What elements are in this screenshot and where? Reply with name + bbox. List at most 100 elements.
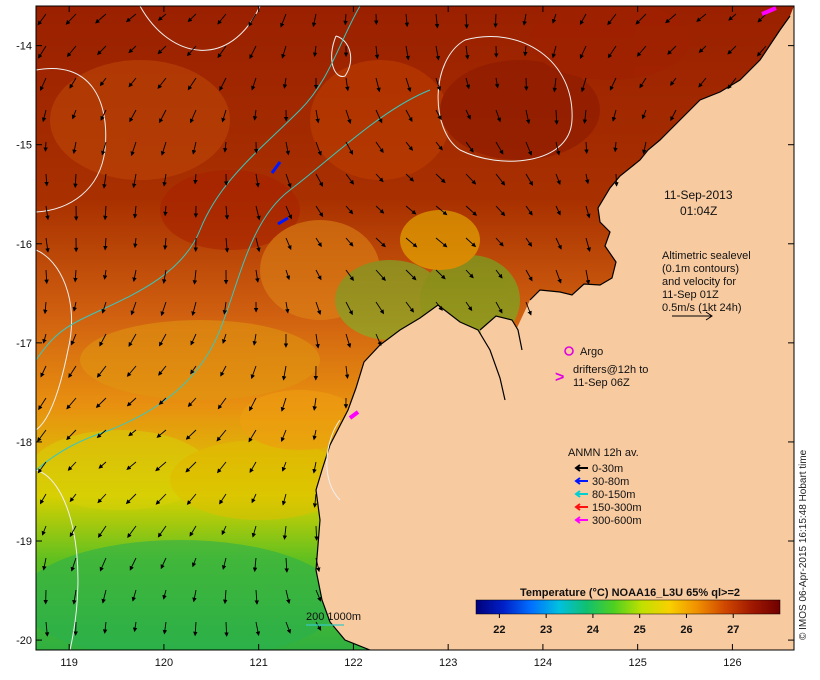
velocity-vector <box>579 45 587 60</box>
velocity-vector <box>345 269 354 282</box>
colorbar: Temperature (°C) NOAA16_L3U 65% ql>=2 22… <box>472 584 788 640</box>
velocity-vector <box>127 525 137 539</box>
velocity-vector <box>607 13 617 26</box>
lon-tick-label: 126 <box>723 657 741 669</box>
velocity-vector <box>159 333 167 347</box>
velocity-vector <box>38 397 47 411</box>
velocity-vector <box>525 269 533 282</box>
anmn-legend-item: 150-300m <box>574 502 642 514</box>
velocity-vector <box>162 269 167 284</box>
velocity-vector <box>405 141 414 151</box>
anmn-legend-item: 30-80m <box>574 476 629 488</box>
velocity-vector <box>375 333 382 347</box>
anmn-markers <box>270 6 777 420</box>
velocity-vector <box>158 397 167 405</box>
velocity-vector <box>223 141 228 153</box>
velocity-vector <box>312 461 317 474</box>
velocity-vector <box>312 45 318 58</box>
velocity-vector <box>191 141 197 155</box>
velocity-vector <box>70 333 77 346</box>
velocity-vector <box>642 141 647 155</box>
velocity-vector <box>405 109 413 122</box>
lon-tick-label: 123 <box>439 657 457 669</box>
velocity-vector <box>281 493 287 506</box>
velocity-vector <box>554 109 559 125</box>
velocity-vector <box>727 45 737 55</box>
lon-tick-label: 121 <box>249 657 267 669</box>
velocity-vector <box>162 621 168 635</box>
anmn-depth-label: 30-80m <box>592 476 629 488</box>
velocity-vector <box>375 77 381 93</box>
velocity-vector <box>69 493 77 503</box>
velocity-vector <box>186 45 197 57</box>
velocity-vector <box>555 173 561 186</box>
velocity-vector <box>69 525 77 538</box>
velocity-vector <box>584 141 589 154</box>
velocity-vector <box>585 237 591 252</box>
velocity-vector <box>315 589 322 602</box>
velocity-vector <box>555 237 562 250</box>
velocity-vector <box>555 205 561 216</box>
velocity-vector <box>190 333 197 346</box>
velocity-vector <box>189 109 197 124</box>
anmn-legend-item: 80-150m <box>574 489 635 501</box>
anmn-depth-label: 80-150m <box>592 489 635 501</box>
velocity-vector <box>525 205 533 216</box>
velocity-vector <box>315 237 322 248</box>
lon-tick-label: 124 <box>534 657 552 669</box>
velocity-vector <box>495 109 502 123</box>
lat-tick-label: -20 <box>16 635 32 647</box>
velocity-vector <box>192 589 197 603</box>
velocity-vector <box>160 557 167 570</box>
velocity-vector <box>251 493 257 504</box>
velocity-vector <box>495 237 504 247</box>
velocity-vector <box>131 589 137 602</box>
velocity-vector <box>255 173 260 188</box>
velocity-vector <box>69 77 77 89</box>
velocity-vector <box>133 237 138 249</box>
velocity-vector <box>221 525 227 536</box>
lat-tick-label: -19 <box>16 536 32 548</box>
velocity-vector <box>97 525 107 538</box>
lat-tick-label: -15 <box>16 140 32 152</box>
longitude-axis: 119 120 121 122 123 124 125 126 <box>60 6 742 669</box>
velocity-vector <box>280 429 287 442</box>
velocity-vector <box>126 397 137 407</box>
velocity-vector <box>285 141 290 156</box>
velocity-vector <box>43 141 48 152</box>
velocity-vector <box>216 429 227 442</box>
velocity-vector <box>192 269 198 285</box>
scale-arrow-icon <box>672 311 713 321</box>
velocity-vector <box>435 45 441 61</box>
velocity-vector <box>193 173 198 185</box>
velocity-vector <box>255 621 261 637</box>
velocity-vector <box>67 461 77 471</box>
velocity-vector <box>635 13 647 25</box>
velocity-vector <box>375 301 385 315</box>
velocity-vector <box>464 13 469 29</box>
velocity-vector <box>464 45 470 60</box>
velocity-vector <box>315 557 321 573</box>
velocity-vector <box>103 237 108 251</box>
velocity-vector <box>465 109 471 120</box>
velocity-vector <box>728 13 737 21</box>
altimetry-line: Altimetric sealevel <box>662 250 751 262</box>
velocity-vector <box>102 621 108 634</box>
velocity-vector <box>281 365 287 381</box>
velocity-vector <box>465 205 478 216</box>
velocity-vector <box>315 109 320 124</box>
velocity-vector <box>727 77 737 90</box>
velocity-vector <box>523 45 528 57</box>
velocity-vector <box>757 13 767 23</box>
velocity-vector <box>217 461 227 474</box>
velocity-vector <box>255 237 261 253</box>
argo-icon <box>564 346 574 356</box>
velocity-vector <box>71 109 77 120</box>
velocity-vector <box>126 365 137 377</box>
velocity-vector <box>465 269 474 279</box>
velocity-vector <box>435 205 448 216</box>
velocity-vector <box>187 13 197 23</box>
velocity-vector <box>157 45 167 55</box>
velocity-vector <box>191 301 197 316</box>
